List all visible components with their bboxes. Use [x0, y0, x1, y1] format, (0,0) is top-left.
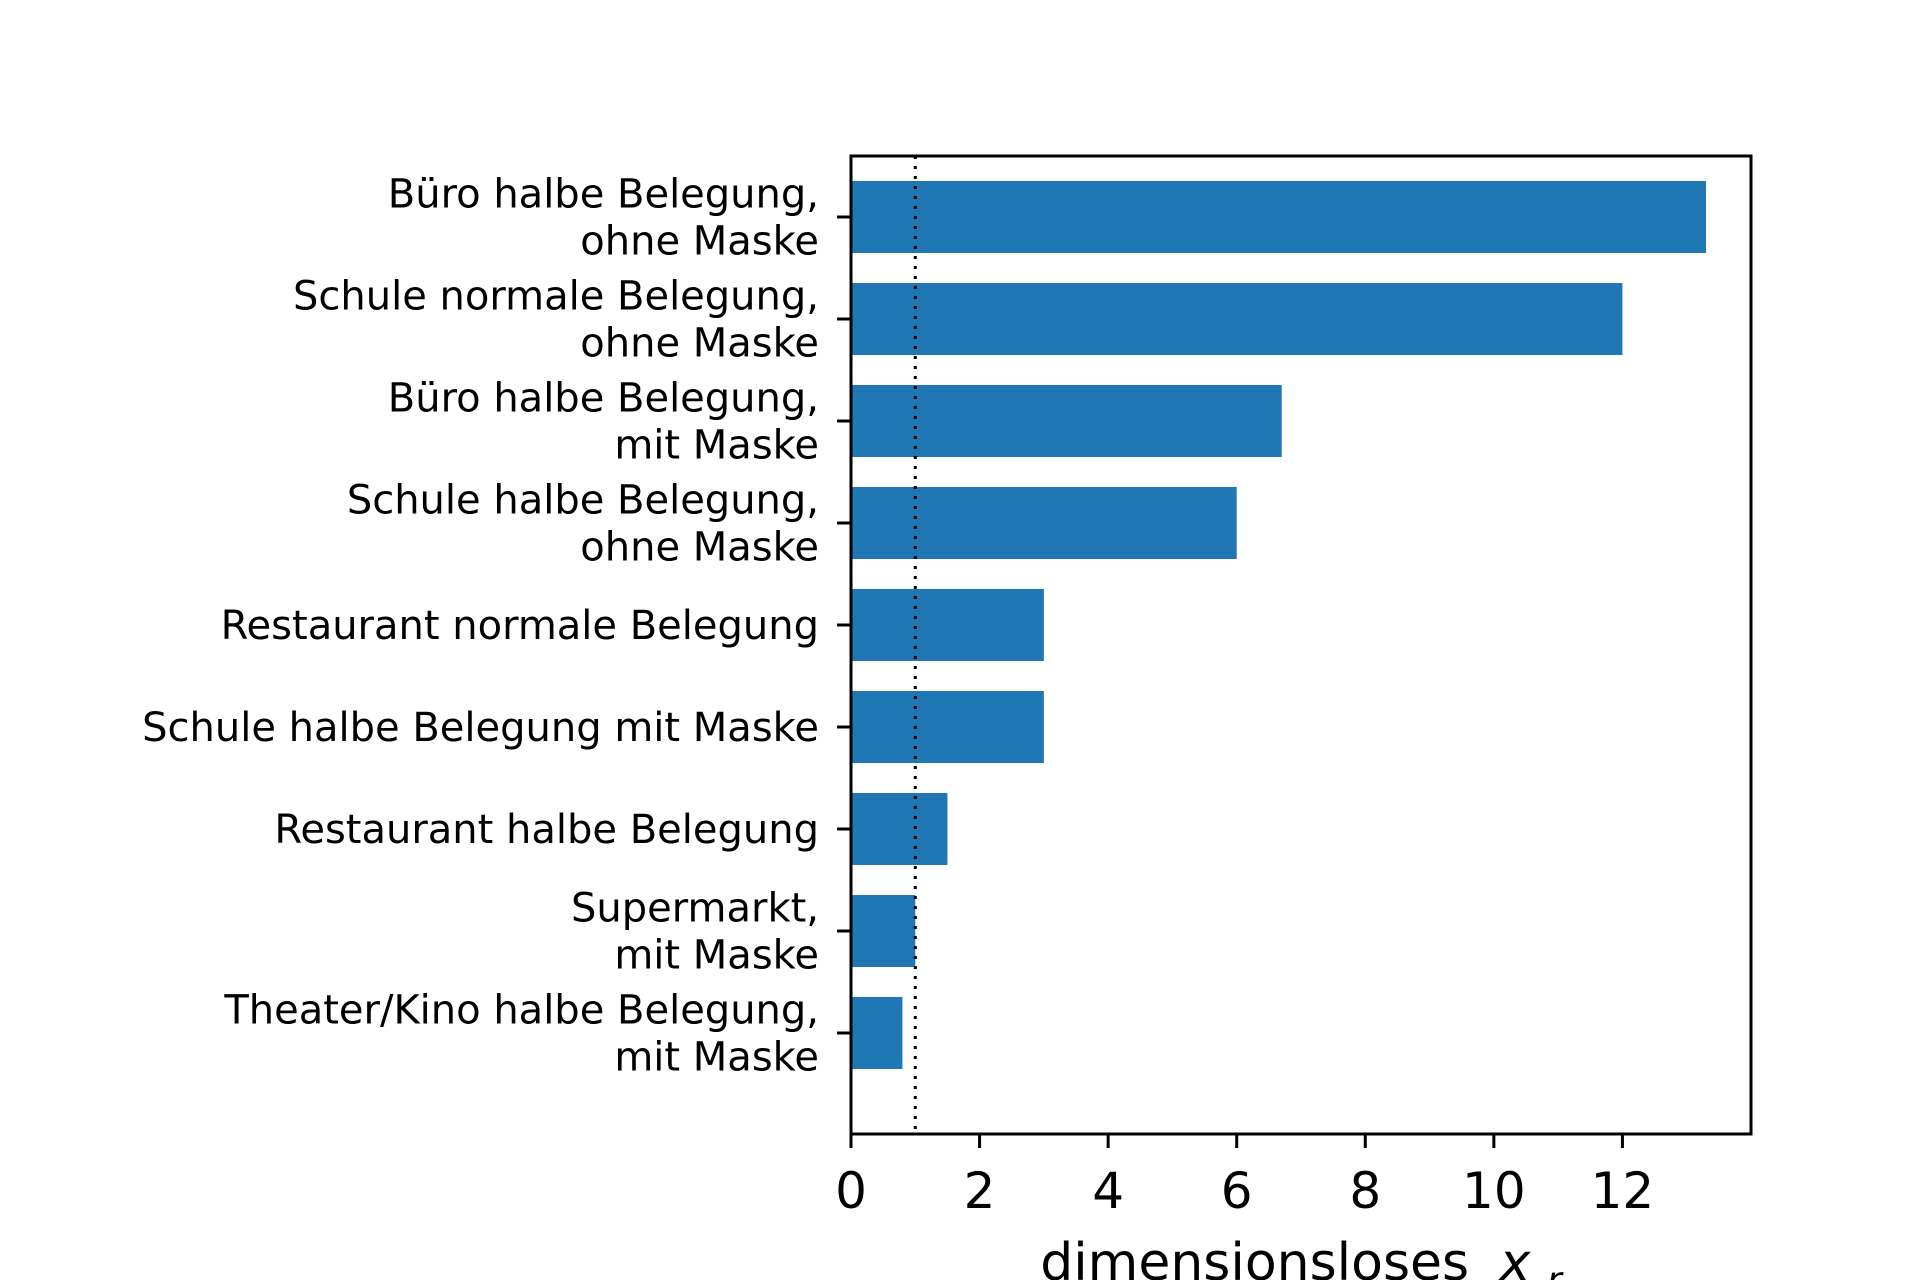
y-category-label-line: Büro halbe Belegung, [388, 376, 819, 422]
y-category-label-line: Theater/Kino halbe Belegung, [223, 988, 819, 1034]
y-category-label-5: Restaurant normale Belegung [221, 603, 819, 649]
bar-9 [851, 997, 903, 1069]
x-tick-label-10: 10 [1462, 1162, 1526, 1220]
bar-3 [851, 385, 1282, 457]
x-tick-label-6: 6 [1221, 1162, 1253, 1220]
y-category-label-line: Schule halbe Belegung mit Maske [142, 705, 819, 751]
x-axis-label-subscript: r [1547, 1260, 1564, 1280]
y-category-label-line: ohne Maske [580, 321, 819, 367]
y-category-label-line: Schule normale Belegung, [293, 274, 819, 320]
x-tick-label-0: 0 [835, 1162, 867, 1220]
bar-5 [851, 589, 1044, 661]
y-category-label-7: Restaurant halbe Belegung [274, 807, 819, 853]
bar-8 [851, 895, 916, 967]
y-category-label-8: Supermarkt, mit Maske [571, 886, 819, 979]
y-category-label-line: Restaurant normale Belegung [221, 603, 819, 649]
x-axis-label: dimensionsloses x r [1040, 1233, 1564, 1280]
x-axis-label-text: dimensionsloses [1040, 1233, 1469, 1280]
plot-frame [849, 154, 1753, 1136]
y-category-label-line: Büro halbe Belegung, [388, 172, 819, 218]
y-category-label-line: Supermarkt, [571, 886, 819, 932]
bar-7 [851, 793, 948, 865]
y-category-label-3: Büro halbe Belegung, mit Maske [388, 376, 819, 469]
y-category-label-line: mit Maske [614, 423, 819, 469]
y-category-label-line: ohne Maske [580, 525, 819, 571]
y-category-label-9: Theater/Kino halbe Belegung, mit Maske [223, 988, 819, 1081]
bar-2 [851, 283, 1623, 355]
y-category-label-line: Schule halbe Belegung, [347, 478, 819, 524]
bar-6 [851, 691, 1044, 763]
y-category-label-line: mit Maske [614, 1035, 819, 1081]
x-tick-label-8: 8 [1349, 1162, 1381, 1220]
y-category-label-2: Schule normale Belegung, ohne Maske [293, 274, 819, 367]
bar-4 [851, 487, 1237, 559]
x-axis-ticks: 0 2 4 6 8 10 12 [835, 1134, 1654, 1220]
y-category-label-line: Restaurant halbe Belegung [274, 807, 819, 853]
y-category-label-1: Büro halbe Belegung, ohne Maske [388, 172, 819, 265]
x-tick-label-4: 4 [1092, 1162, 1124, 1220]
x-tick-label-2: 2 [964, 1162, 996, 1220]
y-category-label-line: ohne Maske [580, 219, 819, 265]
x-axis-label-symbol: x [1498, 1233, 1532, 1280]
y-category-label-4: Schule halbe Belegung, ohne Maske [347, 478, 819, 571]
x-tick-label-12: 12 [1591, 1162, 1655, 1220]
y-category-label-6: Schule halbe Belegung mit Maske [142, 705, 819, 751]
bar-1 [851, 181, 1706, 253]
y-category-label-line: mit Maske [614, 933, 819, 979]
bars-group [851, 181, 1706, 1069]
